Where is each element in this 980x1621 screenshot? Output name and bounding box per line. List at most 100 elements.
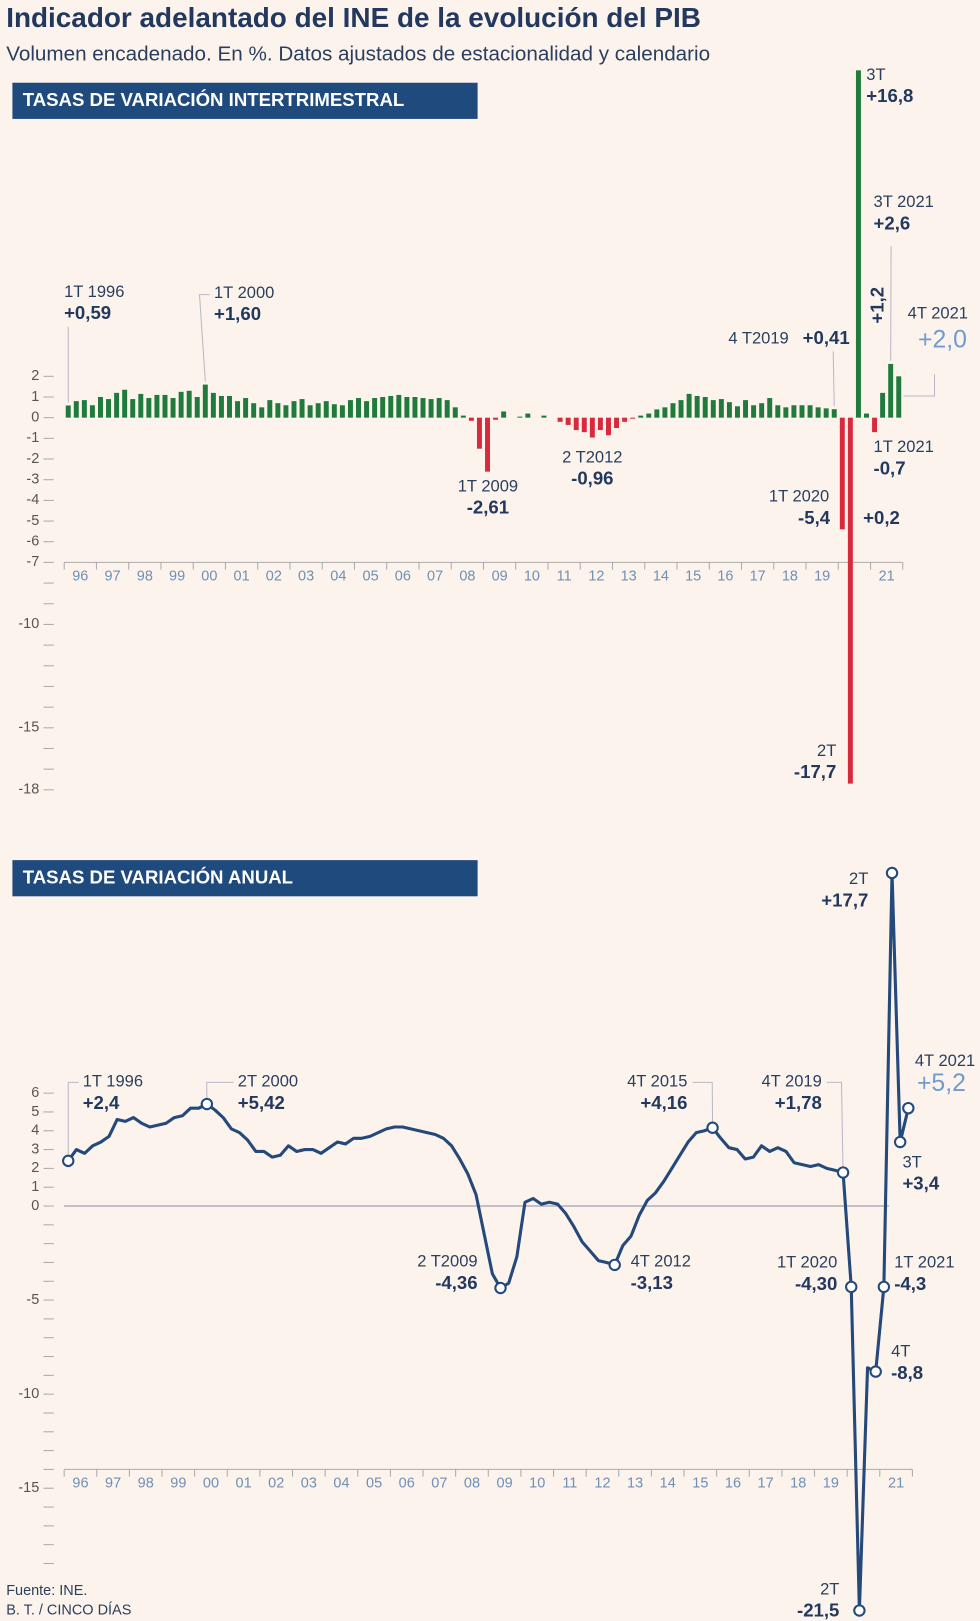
bar (186, 390, 192, 418)
value-label: -21,5 (797, 1600, 839, 1621)
bar (759, 403, 765, 418)
x-tick-label: 11 (557, 569, 572, 585)
bar (235, 401, 241, 418)
bar (678, 400, 684, 418)
bar (146, 398, 152, 418)
x-tick-label: 04 (333, 1476, 349, 1492)
bar (751, 405, 757, 418)
y-tick-label: -18 (18, 782, 39, 798)
bar (436, 398, 442, 418)
bar (581, 417, 587, 433)
y-tick-label: -1 (26, 430, 39, 446)
period-label: 4T 2021 (908, 304, 968, 323)
bar (622, 417, 628, 422)
x-tick-label: 06 (395, 569, 411, 585)
bar (210, 392, 216, 418)
y-tick-label: 0 (31, 410, 39, 426)
value-label: +1,2 (867, 287, 888, 324)
bar (396, 394, 402, 418)
bar (65, 405, 71, 418)
x-tick-label: 08 (464, 1476, 480, 1492)
value-label: +5,2 (917, 1070, 966, 1097)
bar (783, 407, 789, 418)
bar (106, 399, 112, 418)
x-tick-label: 08 (459, 569, 475, 585)
bar (73, 401, 79, 418)
value-label: +2,4 (83, 1092, 120, 1113)
bar (444, 400, 450, 418)
x-tick-label: 03 (298, 569, 314, 585)
bar (347, 400, 353, 418)
bar (565, 417, 571, 425)
bar (130, 399, 136, 418)
bar (605, 417, 611, 436)
point-marker (902, 1101, 915, 1115)
x-tick-label: 98 (137, 569, 153, 585)
section-header (12, 82, 478, 119)
bar (307, 405, 313, 418)
title: Indicador adelantado del INE de la evolu… (6, 2, 701, 33)
bar (710, 400, 716, 418)
bar (735, 406, 740, 418)
leader-line (903, 374, 936, 397)
value-label: +2,6 (874, 212, 911, 233)
x-tick-label: 05 (363, 569, 379, 585)
bar (589, 417, 595, 438)
period-label: 1T 2020 (769, 487, 829, 506)
bar (670, 403, 676, 418)
bar (597, 417, 603, 431)
value-label: -5,4 (798, 507, 831, 528)
period-label: 2T (820, 1579, 839, 1598)
period-label: 4 T2019 (728, 328, 788, 347)
value-label: -0,96 (571, 468, 613, 489)
bar (356, 398, 361, 418)
bar (420, 398, 426, 418)
bar (872, 417, 878, 433)
value-label: +1,60 (214, 303, 261, 324)
y-tick-label: 1 (31, 389, 39, 405)
bar (614, 417, 620, 429)
bar (154, 394, 160, 418)
bar (162, 394, 168, 418)
x-tick-label: 19 (823, 1476, 839, 1492)
y-tick-label: -15 (18, 1480, 39, 1496)
section-title: TASAS DE VARIACIÓN ANUAL (23, 867, 293, 888)
point-marker (836, 1166, 850, 1179)
x-tick-label: 01 (236, 1476, 252, 1492)
period-label: 1T 1996 (83, 1072, 143, 1091)
period-label: 2T (817, 741, 836, 760)
point-marker (877, 1280, 891, 1294)
bar (839, 417, 845, 530)
y-tick-label: -10 (18, 1386, 39, 1402)
leader-line (198, 294, 210, 382)
bar (138, 393, 144, 418)
bar (339, 405, 345, 418)
x-tick-label: 00 (203, 1476, 219, 1492)
y-tick-label: 2 (31, 368, 39, 384)
section-header (12, 860, 478, 897)
value-label: -17,7 (794, 761, 836, 782)
value-label: +0,41 (803, 327, 850, 348)
bar (227, 395, 232, 418)
y-tick-label: 5 (31, 1104, 39, 1120)
bar (718, 399, 724, 418)
value-label: +3,4 (902, 1173, 939, 1194)
x-tick-label: 97 (105, 1476, 121, 1492)
y-tick-label: -3 (26, 472, 39, 488)
value-label: +2,0 (918, 327, 967, 354)
bar (251, 403, 257, 418)
point-marker (494, 1281, 507, 1295)
x-tick-label: 11 (562, 1476, 577, 1492)
bar (452, 407, 458, 418)
bar (404, 396, 410, 418)
period-label: 1T 2009 (458, 476, 518, 495)
bar (847, 417, 853, 784)
bar (493, 417, 499, 420)
x-tick-label: 12 (594, 1476, 610, 1492)
period-label: 2T 2000 (238, 1072, 298, 1091)
bar (315, 403, 321, 418)
x-tick-label: 02 (268, 1476, 284, 1492)
bar (823, 408, 829, 418)
bar (638, 415, 644, 418)
period-label: 2T (849, 869, 868, 888)
